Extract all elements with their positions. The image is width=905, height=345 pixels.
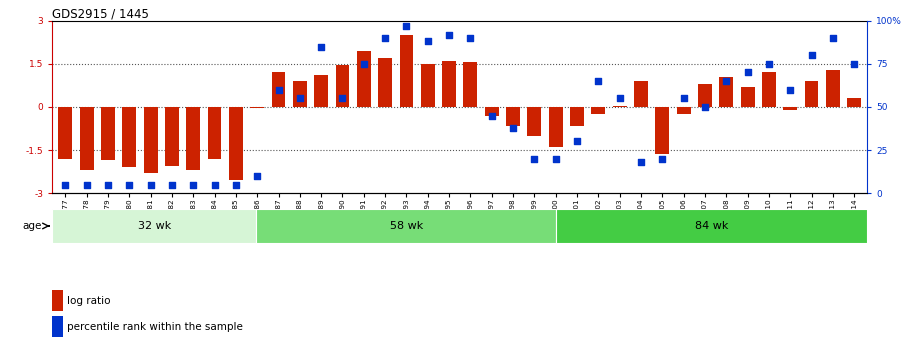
Point xyxy=(100,182,115,187)
Text: log ratio: log ratio xyxy=(68,296,111,306)
Bar xyxy=(570,107,584,126)
Bar xyxy=(634,81,648,107)
Bar xyxy=(677,107,691,114)
Bar xyxy=(251,107,264,108)
Bar xyxy=(548,107,563,147)
Bar xyxy=(655,107,669,155)
Point xyxy=(805,52,819,58)
Bar xyxy=(336,65,349,107)
Point xyxy=(80,182,94,187)
Text: 32 wk: 32 wk xyxy=(138,221,171,231)
Bar xyxy=(528,107,541,136)
Bar xyxy=(272,72,285,107)
Bar xyxy=(826,70,840,107)
Bar xyxy=(740,87,755,107)
Bar xyxy=(52,290,63,311)
Point xyxy=(272,87,286,92)
Bar xyxy=(293,81,307,107)
Bar xyxy=(207,107,222,159)
Bar xyxy=(256,209,557,243)
Bar xyxy=(421,64,434,107)
Point xyxy=(442,32,456,37)
Bar xyxy=(698,84,712,107)
Point xyxy=(314,44,329,49)
Bar xyxy=(613,106,626,107)
Bar xyxy=(58,107,72,159)
Bar xyxy=(847,98,862,107)
Bar xyxy=(165,107,179,166)
Point xyxy=(847,61,862,67)
Point xyxy=(783,87,797,92)
Bar xyxy=(399,35,414,107)
Point xyxy=(335,96,349,101)
Point xyxy=(634,159,648,165)
Point xyxy=(548,156,563,161)
Bar xyxy=(80,107,93,170)
Point xyxy=(165,182,179,187)
Point xyxy=(207,182,222,187)
Point xyxy=(143,182,157,187)
Bar xyxy=(186,107,200,170)
Text: GDS2915 / 1445: GDS2915 / 1445 xyxy=(52,8,149,21)
Point xyxy=(378,35,393,41)
Text: 84 wk: 84 wk xyxy=(695,221,729,231)
Bar xyxy=(591,107,605,114)
Point xyxy=(250,173,264,179)
Point xyxy=(399,23,414,29)
Text: percentile rank within the sample: percentile rank within the sample xyxy=(68,322,243,332)
Point xyxy=(613,96,627,101)
Bar xyxy=(762,72,776,107)
Bar xyxy=(784,107,797,110)
Point xyxy=(762,61,776,67)
Bar xyxy=(357,51,371,107)
Point xyxy=(570,139,585,144)
Point xyxy=(719,78,734,84)
Text: age: age xyxy=(23,221,42,231)
Point xyxy=(122,182,137,187)
Point xyxy=(825,35,840,41)
Point xyxy=(463,35,478,41)
Bar xyxy=(719,77,733,107)
Point xyxy=(58,182,72,187)
Point xyxy=(676,96,691,101)
Point xyxy=(527,156,541,161)
Bar xyxy=(52,316,63,337)
Bar xyxy=(485,107,499,116)
Point xyxy=(506,125,520,130)
Bar xyxy=(506,107,520,126)
Bar xyxy=(52,209,256,243)
Point xyxy=(229,182,243,187)
Bar xyxy=(443,61,456,107)
Point xyxy=(698,104,712,110)
Point xyxy=(421,39,435,44)
Bar xyxy=(463,62,477,107)
Text: 58 wk: 58 wk xyxy=(389,221,423,231)
Bar xyxy=(122,107,136,167)
Bar xyxy=(314,75,329,107)
Bar xyxy=(144,107,157,173)
Point xyxy=(655,156,670,161)
Point xyxy=(357,61,371,67)
Point xyxy=(186,182,200,187)
Bar xyxy=(101,107,115,160)
Bar xyxy=(557,209,867,243)
Bar xyxy=(378,58,392,107)
Point xyxy=(740,70,755,75)
Bar xyxy=(805,81,818,107)
Point xyxy=(292,96,307,101)
Point xyxy=(484,113,499,118)
Point xyxy=(591,78,605,84)
Bar xyxy=(229,107,243,180)
